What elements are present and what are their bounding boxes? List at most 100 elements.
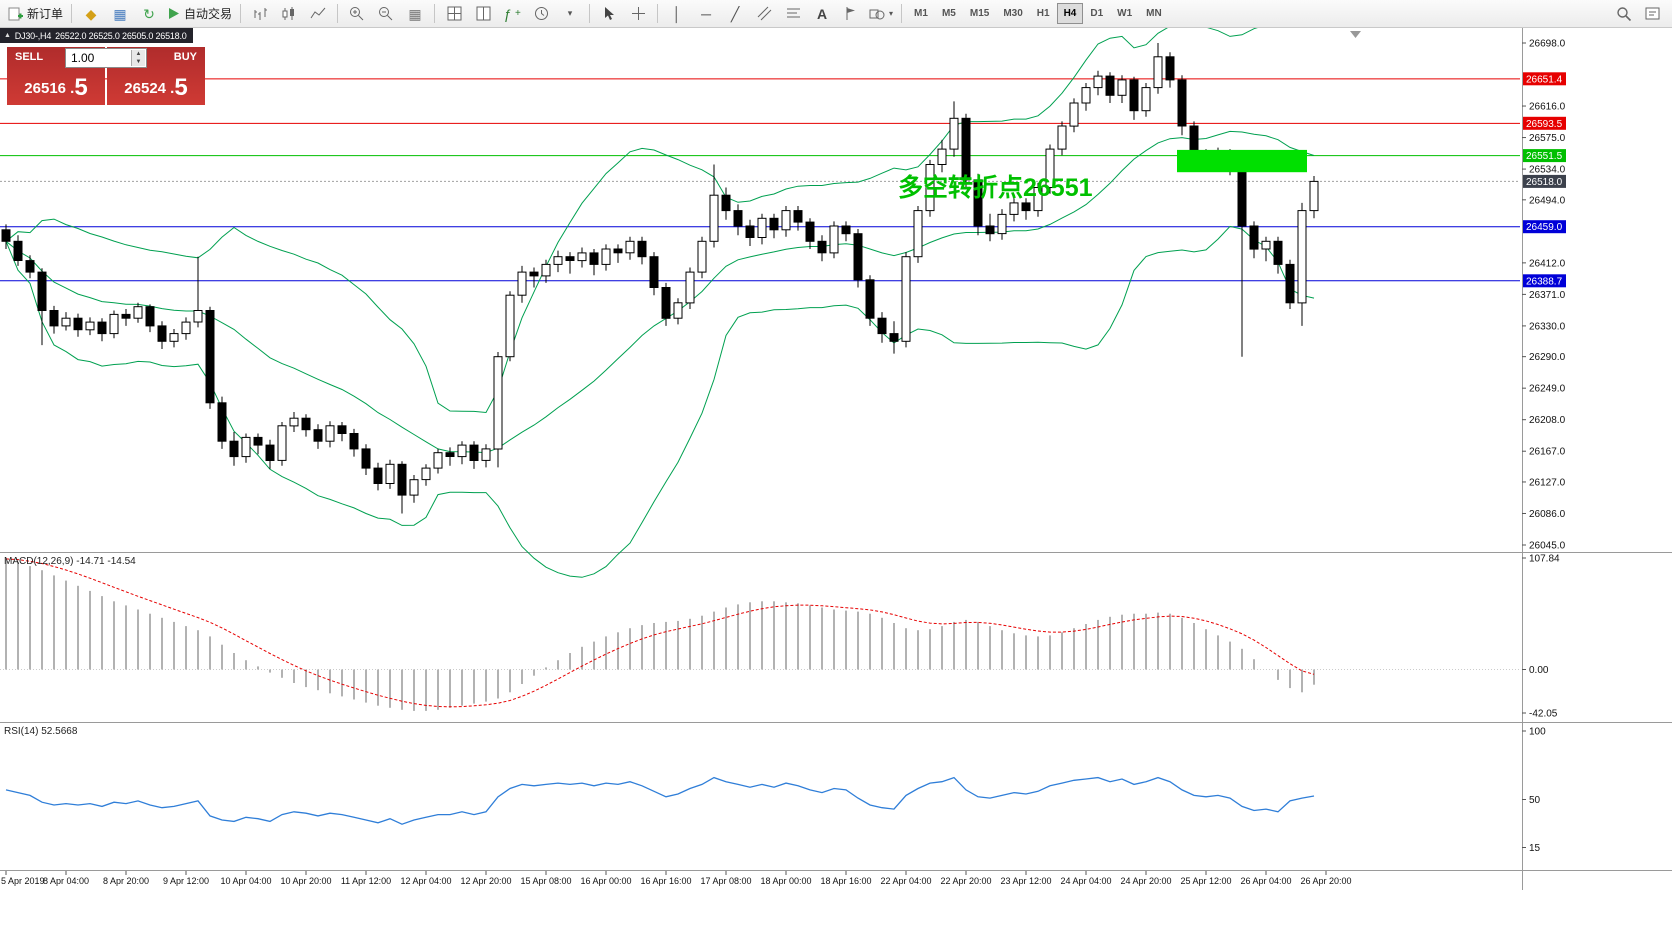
spinner-down-icon[interactable]: ▼ <box>135 59 142 65</box>
time-label[interactable]: 12 Apr 20:00 <box>460 876 511 886</box>
candle-body <box>529 271 539 277</box>
timeframe-h1[interactable]: H1 <box>1036 8 1050 19</box>
time-label[interactable]: 18 Apr 16:00 <box>820 876 871 886</box>
candle-body <box>769 217 779 231</box>
price-badge <box>1523 116 1566 130</box>
time-label[interactable]: 22 Apr 04:00 <box>880 876 931 886</box>
time-label[interactable]: 24 Apr 04:00 <box>1060 876 1111 886</box>
timeframe-h4[interactable]: H4 <box>1056 3 1084 24</box>
feedback-icon[interactable] <box>1639 3 1667 25</box>
fibonacci-tool-icon[interactable] <box>779 3 807 25</box>
zoom-out-icon[interactable] <box>372 3 400 25</box>
candle-body <box>1237 164 1247 227</box>
text-tool-icon[interactable]: A <box>816 5 828 22</box>
macd-scale-label: 0.00 <box>1529 665 1549 676</box>
search-icon[interactable] <box>1610 3 1638 25</box>
time-label[interactable]: 25 Apr 12:00 <box>1180 876 1231 886</box>
time-label[interactable]: 23 Apr 12:00 <box>1000 876 1051 886</box>
time-label[interactable]: 22 Apr 20:00 <box>940 876 991 886</box>
tile-windows-icon[interactable] <box>440 3 468 25</box>
candle-body <box>865 279 875 319</box>
candlestick-mode-icon[interactable] <box>275 3 303 25</box>
timeframe-m30[interactable]: M30 <box>1003 8 1023 19</box>
chart-window-title[interactable]: ▲ DJ30-,H4 26522.0 26525.0 26505.0 26518… <box>0 28 193 43</box>
timeframe-w1[interactable]: W1 <box>1117 8 1133 19</box>
time-label[interactable]: 15 Apr 08:00 <box>520 876 571 886</box>
timeframe-m1[interactable]: M1 <box>914 8 928 19</box>
price-tick-label: 26127.0 <box>1529 478 1566 489</box>
spinner-up-icon[interactable]: ▲ <box>135 51 142 57</box>
timeframe-mn[interactable]: MN <box>1146 8 1162 19</box>
timeframe-m15[interactable]: M15 <box>969 8 990 19</box>
flag-glyph-icon <box>846 7 856 20</box>
time-label[interactable]: 8 Apr 20:00 <box>103 876 149 886</box>
candle-body <box>553 256 563 265</box>
candle-body <box>313 429 323 442</box>
candle-body <box>193 310 203 323</box>
grid-icon[interactable]: ▦ <box>408 5 422 22</box>
open-chart-icon[interactable]: ◆ <box>85 5 97 22</box>
vertical-line-tool-icon[interactable]: │ <box>672 5 682 22</box>
price-badge <box>1523 174 1566 188</box>
refresh-icon[interactable]: ↻ <box>143 5 155 22</box>
time-label[interactable]: 10 Apr 20:00 <box>280 876 331 886</box>
time-label[interactable]: 9 Apr 12:00 <box>163 876 209 886</box>
bar-chart-mode-icon[interactable] <box>246 3 274 25</box>
candle-body <box>541 263 551 277</box>
time-label[interactable]: 5 Apr 2019 <box>1 876 45 886</box>
price-badge <box>1523 220 1566 234</box>
time-label[interactable]: 26 Apr 04:00 <box>1240 876 1291 886</box>
time-label[interactable]: 16 Apr 16:00 <box>640 876 691 886</box>
templates-dropdown-icon[interactable]: ▾ <box>567 8 573 18</box>
cascade-windows-icon[interactable] <box>469 3 497 25</box>
candle-body <box>757 217 767 239</box>
time-label[interactable]: 24 Apr 20:00 <box>1120 876 1171 886</box>
candle-body <box>385 463 395 484</box>
time-label[interactable]: 17 Apr 08:00 <box>700 876 751 886</box>
timeframe-m5[interactable]: M5 <box>941 8 956 19</box>
candle-body <box>877 317 887 335</box>
line-chart-glyph-icon <box>310 7 326 18</box>
time-label[interactable]: 18 Apr 00:00 <box>760 876 811 886</box>
label-tool-icon[interactable] <box>837 3 865 25</box>
cursor-icon[interactable] <box>595 3 623 25</box>
rsi-scale-label: 100 <box>1529 727 1546 738</box>
time-label[interactable]: 10 Apr 04:00 <box>220 876 271 886</box>
volume-spinner[interactable]: ▲ ▼ <box>131 50 145 66</box>
auto-trading-label: 自动交易 <box>184 6 233 21</box>
time-label[interactable]: 8 Apr 04:00 <box>43 876 89 886</box>
auto-trading-button[interactable]: 自动交易 <box>164 3 235 25</box>
indicators-icon[interactable]: ƒ + <box>503 5 521 22</box>
candle-body <box>697 240 707 273</box>
candle-body <box>805 221 815 242</box>
time-label[interactable]: 12 Apr 04:00 <box>400 876 451 886</box>
toolbar-separator <box>71 4 73 23</box>
line-chart-mode-icon[interactable] <box>304 3 332 25</box>
one-click-trading-panel: SELL 26516 .5 BUY 26524 .5 1.00 ▲ ▼ <box>7 47 205 105</box>
price-tick-label: 26371.0 <box>1529 290 1566 301</box>
candle-body <box>889 333 899 342</box>
candle-body <box>793 210 803 223</box>
new-order-button[interactable]: 新订单 <box>5 3 66 25</box>
time-label[interactable]: 26 Apr 20:00 <box>1300 876 1351 886</box>
volume-input[interactable]: 1.00 ▲ ▼ <box>65 48 147 68</box>
candlestick-glyph-icon <box>282 6 295 20</box>
timeframe-d1[interactable]: D1 <box>1090 8 1104 19</box>
bollinger-lower-band <box>5 225 1315 578</box>
time-label[interactable]: 11 Apr 12:00 <box>341 876 391 886</box>
shapes-tool-icon[interactable]: ▾ <box>866 3 896 25</box>
crosshair-icon[interactable] <box>624 3 652 25</box>
price-tick-label: 26208.0 <box>1529 415 1566 426</box>
channel-tool-icon[interactable] <box>750 3 778 25</box>
cascade-windows-glyph-icon <box>476 6 491 21</box>
chart-list-icon[interactable]: ▦ <box>113 5 127 22</box>
clock-icon[interactable] <box>527 3 555 25</box>
trendline-tool-icon[interactable]: ╱ <box>730 5 740 22</box>
zoom-in-icon[interactable] <box>343 3 371 25</box>
highlight-rectangle[interactable] <box>1177 149 1307 173</box>
time-label[interactable]: 16 Apr 00:00 <box>580 876 631 886</box>
horizontal-line-tool-icon[interactable]: ─ <box>701 5 711 22</box>
candle-body <box>1165 56 1175 81</box>
candle-body <box>373 467 383 485</box>
